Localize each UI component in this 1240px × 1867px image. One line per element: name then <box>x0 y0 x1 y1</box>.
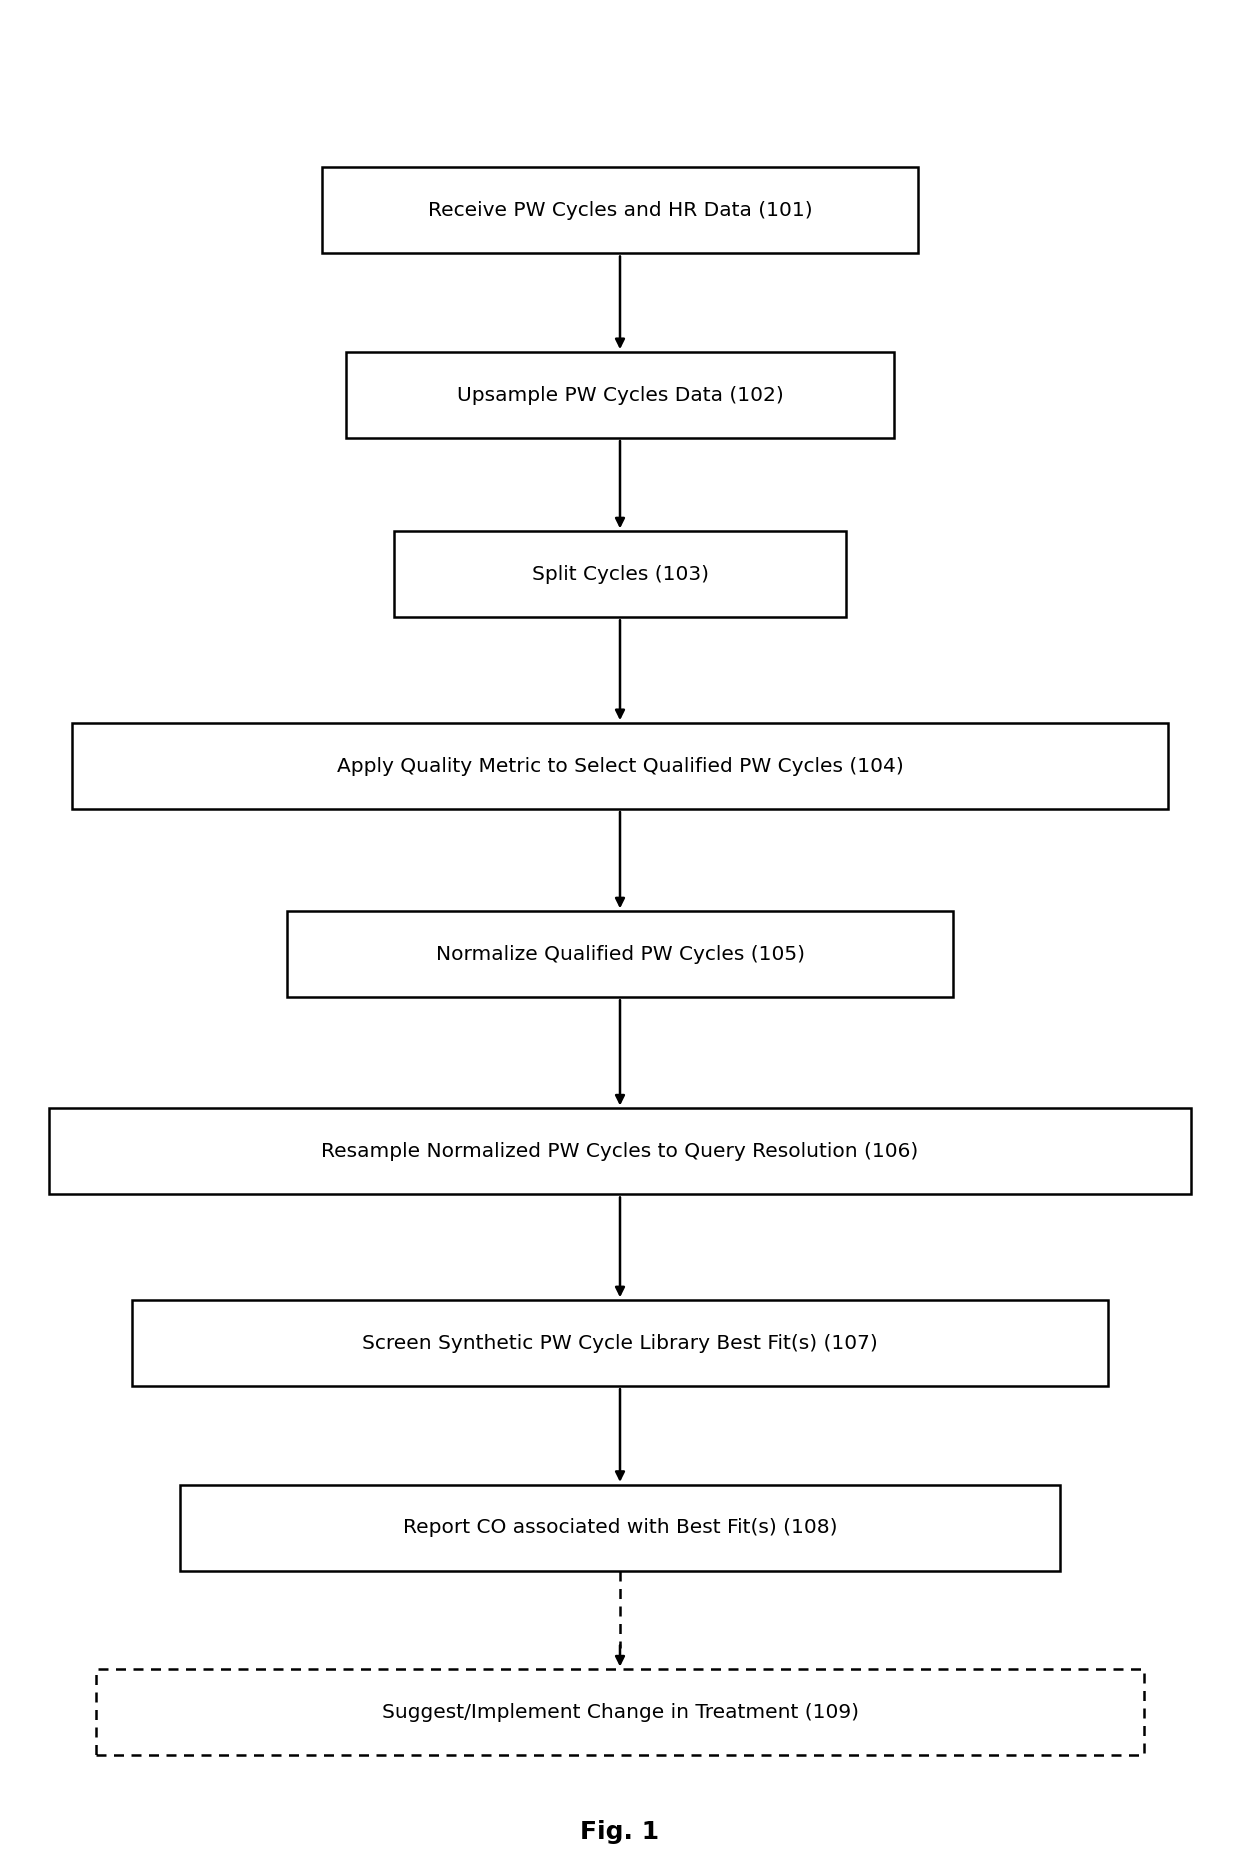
FancyBboxPatch shape <box>180 1484 1060 1570</box>
FancyBboxPatch shape <box>48 1109 1192 1195</box>
Text: Apply Quality Metric to Select Qualified PW Cycles (104): Apply Quality Metric to Select Qualified… <box>336 756 904 775</box>
Text: Screen Synthetic PW Cycle Library Best Fit(s) (107): Screen Synthetic PW Cycle Library Best F… <box>362 1333 878 1354</box>
Text: Split Cycles (103): Split Cycles (103) <box>532 566 708 584</box>
Text: Fig. 1: Fig. 1 <box>580 1820 660 1845</box>
FancyBboxPatch shape <box>286 911 954 997</box>
FancyBboxPatch shape <box>72 723 1168 808</box>
Text: Upsample PW Cycles Data (102): Upsample PW Cycles Data (102) <box>456 386 784 405</box>
FancyBboxPatch shape <box>97 1669 1143 1755</box>
FancyBboxPatch shape <box>322 168 918 254</box>
Text: Report CO associated with Best Fit(s) (108): Report CO associated with Best Fit(s) (1… <box>403 1518 837 1537</box>
Text: Resample Normalized PW Cycles to Query Resolution (106): Resample Normalized PW Cycles to Query R… <box>321 1143 919 1161</box>
Text: Suggest/Implement Change in Treatment (109): Suggest/Implement Change in Treatment (1… <box>382 1703 858 1721</box>
Text: Receive PW Cycles and HR Data (101): Receive PW Cycles and HR Data (101) <box>428 202 812 220</box>
FancyBboxPatch shape <box>131 1299 1109 1385</box>
Text: Normalize Qualified PW Cycles (105): Normalize Qualified PW Cycles (105) <box>435 945 805 963</box>
FancyBboxPatch shape <box>346 353 894 439</box>
FancyBboxPatch shape <box>394 532 846 618</box>
